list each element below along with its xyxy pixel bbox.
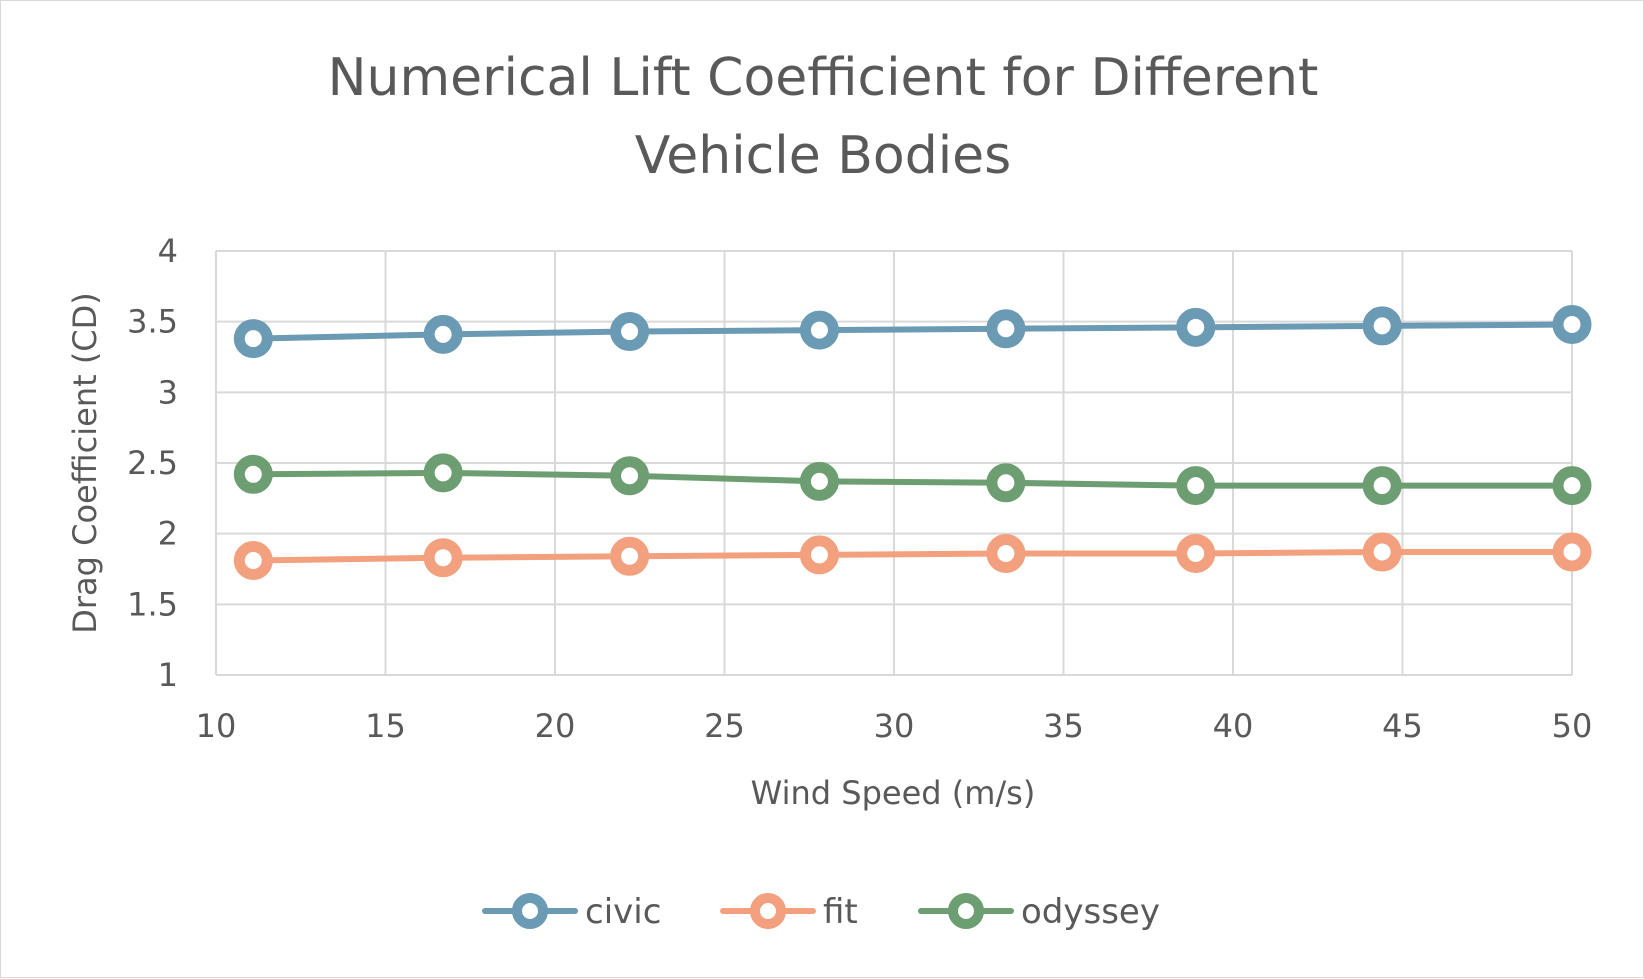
x-tick-label: 30 [874,707,915,745]
series-layer [233,304,1592,581]
legend-marker-odyssey [948,893,984,929]
data-point-fit [986,533,1026,573]
data-point-civic [1176,307,1216,347]
data-point-civic [986,309,1026,349]
data-point-odyssey [986,463,1026,503]
data-point-civic [423,314,463,354]
series-line-odyssey [250,469,1575,489]
legend-label-fit: fit [823,892,858,932]
data-point-fit [423,538,463,578]
y-tick-label: 1.5 [127,585,178,623]
y-axis-ticks: 1 1.5 2 2.5 3 3.5 4 [127,232,178,694]
data-point-fit [610,536,650,576]
x-tick-label: 35 [1043,707,1084,745]
data-point-civic [1362,306,1402,346]
x-tick-label: 10 [196,707,237,745]
x-axis-ticks: 10 15 20 25 30 35 40 45 50 [196,707,1593,745]
data-point-odyssey [233,454,273,494]
x-tick-label: 25 [704,707,745,745]
series-odyssey [233,453,1592,506]
data-point-odyssey [1362,466,1402,506]
legend-label-civic: civic [585,892,661,932]
x-tick-label: 15 [365,707,406,745]
y-tick-label: 2.5 [127,444,178,482]
y-tick-label: 1 [158,656,178,694]
data-point-fit [1362,532,1402,572]
series-fit [233,532,1592,581]
chart-title-line-2: Vehicle Bodies [635,126,1012,186]
data-point-civic [233,319,273,359]
series-line-civic [250,321,1575,342]
y-axis-title: Drag Coefficient (CD) [66,292,104,634]
data-point-fit [1176,533,1216,573]
y-tick-label: 2 [158,515,178,553]
data-point-fit [1552,532,1592,572]
data-point-fit [799,535,839,575]
chart-title-line-1: Numerical Lift Coefficient for Different [328,48,1319,108]
series-civic [233,304,1592,359]
legend: civic fit odyssey [482,892,1160,932]
data-point-civic [610,312,650,352]
x-tick-label: 20 [535,707,576,745]
x-axis-title: Wind Speed (m/s) [751,774,1036,812]
data-point-odyssey [799,461,839,501]
legend-item-fit: fit [720,892,858,932]
x-tick-label: 40 [1213,707,1254,745]
legend-label-odyssey: odyssey [1021,892,1160,932]
legend-item-odyssey: odyssey [918,892,1160,932]
data-point-odyssey [423,453,463,493]
legend-marker-fit [750,893,786,929]
data-point-odyssey [610,456,650,496]
data-point-odyssey [1176,466,1216,506]
legend-marker-civic [512,893,548,929]
data-point-civic [1552,304,1592,344]
y-tick-label: 4 [158,232,178,270]
series-line-fit [250,549,1575,564]
x-tick-label: 45 [1382,707,1423,745]
data-point-odyssey [1552,466,1592,506]
data-point-fit [233,541,273,581]
y-tick-label: 3.5 [127,303,178,341]
data-point-civic [799,310,839,350]
x-tick-label: 50 [1552,707,1593,745]
legend-item-civic: civic [482,892,661,932]
y-tick-label: 3 [158,373,178,411]
